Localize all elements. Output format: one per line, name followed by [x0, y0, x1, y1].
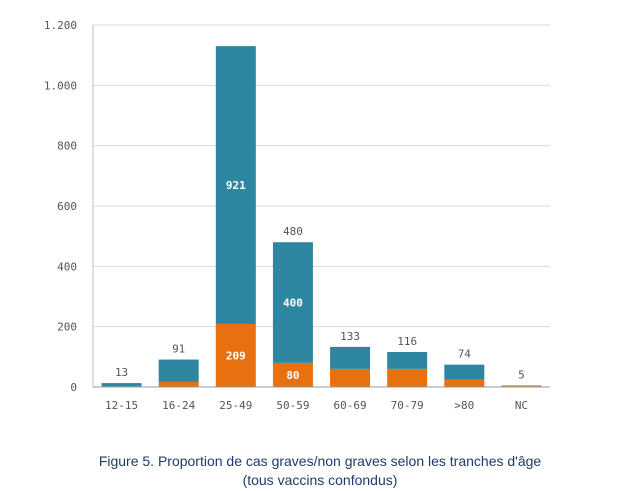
total-label: 116: [397, 335, 417, 348]
bar-segment-severe: [444, 379, 485, 387]
bar-segment-non-severe: [444, 364, 485, 380]
bar-segment-non-severe: [272, 242, 313, 363]
y-tick-label: 600: [57, 200, 77, 213]
bar-segment-non-severe: [330, 346, 371, 369]
y-axis: 0 200 400 600 800 1.000 1.200: [44, 19, 94, 394]
bar-segment-severe: [387, 368, 428, 387]
bar-chart: 0 200 400 600 800 1.000 1.200 12-15 16-24 25-49 5…: [44, 19, 550, 412]
total-label: 133: [340, 330, 360, 343]
y-tick-label: 400: [57, 260, 77, 273]
y-tick-label: 1.000: [44, 79, 77, 92]
y-tick-label: 800: [57, 140, 77, 153]
segment-value-label: 80: [286, 369, 299, 382]
total-label: 74: [458, 348, 472, 361]
bar-segment-severe: [272, 362, 313, 387]
y-tick-label: 0: [70, 381, 77, 394]
x-tick-label: 16-24: [162, 399, 195, 412]
figure-caption: Figure 5. Proportion de cas graves/non g…: [0, 452, 640, 490]
total-label: 480: [283, 225, 303, 238]
segment-value-label: 921: [226, 179, 246, 192]
bar-segment-non-severe: [101, 383, 142, 387]
bar-segment-non-severe: [158, 359, 199, 382]
bar-segment-non-severe: [501, 385, 542, 387]
x-tick-label: 12-15: [105, 399, 138, 412]
bar-segment-non-severe: [215, 46, 256, 324]
segment-value-label: 209: [226, 349, 246, 362]
x-tick-label: NC: [515, 399, 528, 412]
x-tick-label: 60-69: [334, 399, 367, 412]
y-tick-label: 1.200: [44, 19, 77, 32]
x-tick-label: 70-79: [391, 399, 424, 412]
total-label: 13: [115, 366, 128, 379]
caption-line-1: Figure 5. Proportion de cas graves/non g…: [98, 453, 542, 469]
total-label: 5: [518, 368, 525, 381]
bar-segment-severe: [158, 381, 199, 387]
segment-value-label: 400: [283, 297, 303, 310]
x-tick-label: 25-49: [219, 399, 252, 412]
bar-segment-severe: [330, 368, 371, 387]
data-labels: 13 91 480 133 116 74 5 921 209 400 80: [115, 179, 525, 382]
bar-segment-non-severe: [387, 352, 428, 369]
caption-line-2: (tous vaccins confondus): [242, 472, 398, 488]
gridlines: [93, 24, 550, 388]
x-tick-label: >80: [454, 399, 474, 412]
y-tick-label: 200: [57, 321, 77, 334]
total-label: 91: [172, 343, 185, 356]
x-tick-label: 50-59: [276, 399, 309, 412]
bars: [101, 46, 542, 387]
x-axis: 12-15 16-24 25-49 50-59 60-69 70-79 >80 NC: [93, 386, 550, 412]
bar-segment-severe: [215, 323, 256, 387]
